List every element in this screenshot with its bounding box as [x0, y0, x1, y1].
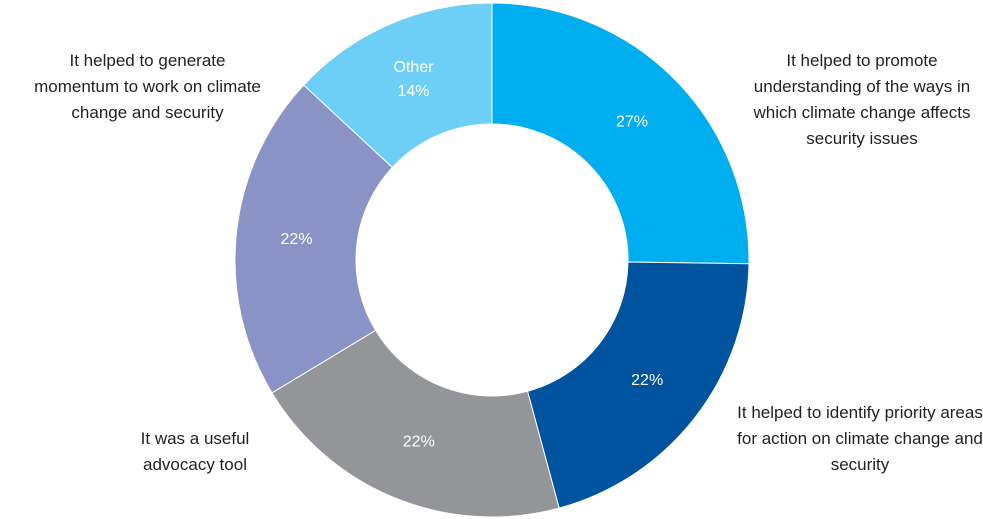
slice-label: It helped to generate momentum to work o…	[34, 51, 261, 122]
donut-slice	[234, 84, 394, 394]
slice-label: Other	[393, 59, 434, 76]
slice-label: It was a useful advocacy tool	[140, 429, 250, 474]
donut-slice	[491, 2, 750, 265]
value-label: 22%	[631, 372, 663, 389]
slice-label: It helped to identify priority areas for…	[737, 403, 983, 474]
value-label: 22%	[403, 434, 435, 451]
donut-slice	[271, 329, 560, 518]
value-label: 22%	[281, 231, 313, 248]
value-label: 27%	[616, 113, 648, 130]
donut-slice	[526, 261, 750, 509]
slice-label: It helped to promote understanding of th…	[753, 51, 971, 148]
donut-slice	[303, 2, 493, 169]
value-label: 14%	[397, 83, 429, 100]
